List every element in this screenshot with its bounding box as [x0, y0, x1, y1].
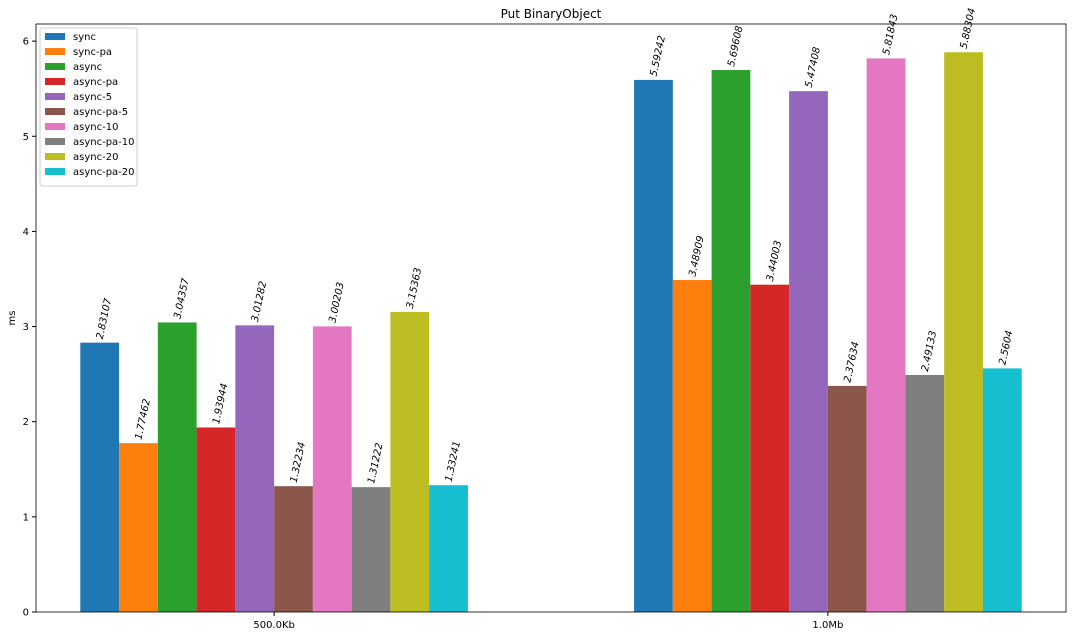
- legend-label: async-5: [73, 92, 112, 103]
- bar: [390, 311, 430, 612]
- chart-title: Put BinaryObject: [501, 7, 602, 21]
- y-tick-label: 0: [23, 608, 29, 619]
- legend-swatch: [45, 93, 65, 100]
- bar: [429, 485, 468, 612]
- y-axis-label: ms: [7, 311, 18, 326]
- legend-label: sync: [73, 32, 96, 43]
- y-tick-label: 1: [23, 512, 29, 523]
- y-tick-label: 6: [23, 37, 29, 48]
- y-tick-label: 4: [23, 227, 29, 238]
- legend-swatch: [45, 153, 65, 160]
- legend-label: async: [73, 62, 102, 73]
- bar: [351, 487, 391, 612]
- legend-label: async-10: [73, 122, 118, 133]
- legend-label: async-pa-20: [73, 167, 135, 178]
- bar: [196, 427, 236, 612]
- bar: [750, 284, 790, 612]
- bar: [634, 79, 673, 613]
- legend-label: async-20: [73, 152, 118, 163]
- x-tick-label: 1.0Mb: [812, 620, 843, 631]
- x-tick-label: 500.0Kb: [253, 620, 295, 631]
- bar: [235, 325, 275, 612]
- bar: [905, 374, 945, 612]
- plot-frame: [35, 23, 1067, 613]
- bar: [866, 58, 906, 613]
- legend-swatch: [45, 48, 65, 55]
- legend-swatch: [45, 63, 65, 70]
- bar: [789, 91, 828, 612]
- legend-label: sync-pa: [73, 47, 112, 58]
- legend-label: async-pa-5: [73, 107, 128, 118]
- y-tick-label: 2: [23, 417, 29, 428]
- y-tick-label: 3: [23, 322, 29, 333]
- bar: [672, 280, 712, 612]
- legend-swatch: [45, 123, 65, 130]
- bar: [982, 368, 1022, 612]
- legend-swatch: [45, 108, 65, 115]
- bar: [827, 385, 867, 612]
- y-tick-label: 5: [23, 132, 29, 143]
- legend-swatch: [45, 78, 65, 85]
- bar: [944, 52, 983, 612]
- legend-swatch: [45, 168, 65, 175]
- bar: [274, 486, 313, 612]
- legend-label: async-pa: [73, 77, 118, 88]
- legend-swatch: [45, 33, 65, 40]
- bar: [119, 443, 158, 612]
- bar: [711, 70, 751, 613]
- legend-swatch: [45, 138, 65, 145]
- bar: [312, 326, 352, 612]
- legend-label: async-pa-10: [73, 137, 135, 148]
- bar: [157, 322, 197, 612]
- bar: [80, 342, 120, 612]
